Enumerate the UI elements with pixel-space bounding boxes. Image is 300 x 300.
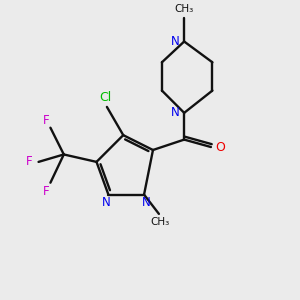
Text: CH₃: CH₃ — [175, 4, 194, 14]
Text: N: N — [102, 196, 110, 209]
Text: N: N — [142, 196, 151, 209]
Text: F: F — [43, 114, 49, 127]
Text: O: O — [215, 140, 225, 154]
Text: F: F — [26, 155, 33, 168]
Text: F: F — [43, 184, 49, 197]
Text: Cl: Cl — [99, 91, 112, 104]
Text: CH₃: CH₃ — [151, 217, 170, 227]
Text: N: N — [171, 106, 180, 119]
Text: N: N — [171, 35, 180, 48]
